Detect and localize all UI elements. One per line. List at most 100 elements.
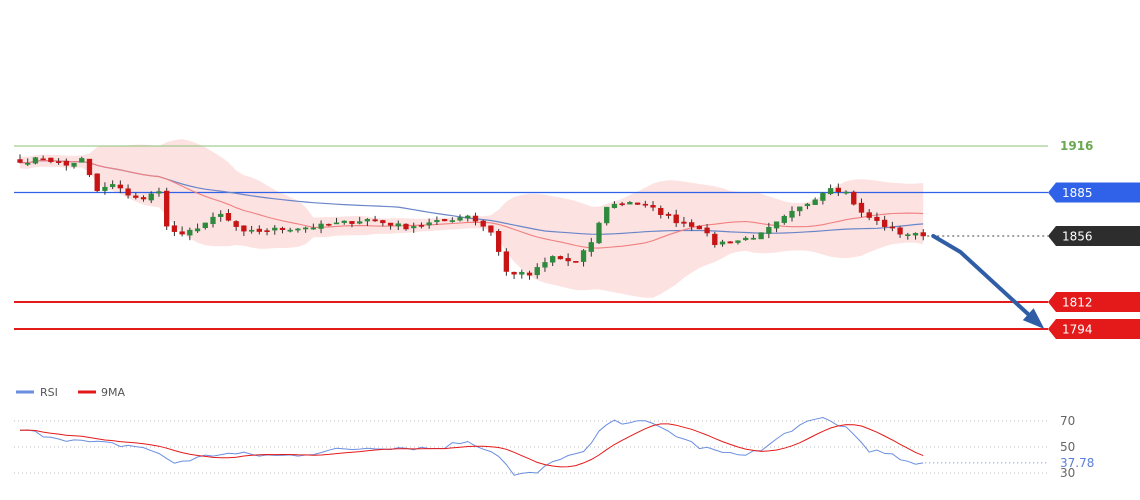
candle — [511, 271, 517, 280]
candle — [17, 154, 23, 164]
candle — [781, 214, 787, 225]
candle — [140, 195, 147, 202]
candle — [488, 225, 494, 236]
candle — [696, 225, 703, 230]
candle — [457, 214, 463, 222]
candle — [341, 220, 347, 225]
candle — [248, 225, 255, 234]
candle — [357, 216, 363, 225]
candle — [148, 191, 154, 204]
candle — [349, 221, 355, 228]
candle — [789, 206, 795, 222]
projection-line — [931, 234, 1042, 327]
1794-level-label: 1794 — [1062, 323, 1093, 337]
candle — [164, 187, 170, 230]
candle — [233, 220, 239, 231]
price-levels — [14, 145, 1048, 330]
1812-level-label: 1812 — [1062, 296, 1093, 310]
candle — [912, 232, 919, 240]
1856-level-badge: 1856 — [1048, 226, 1140, 246]
candle — [472, 212, 479, 226]
1885-level-label: 1885 — [1062, 186, 1093, 200]
candle — [503, 248, 510, 276]
candle — [905, 232, 911, 240]
candle — [171, 221, 178, 237]
candle — [881, 215, 888, 231]
candle — [557, 255, 564, 260]
candle — [117, 180, 124, 194]
candle — [364, 218, 371, 227]
projection-arrow — [931, 234, 1045, 330]
rsi-tick-50: 50 — [1060, 440, 1075, 454]
candle — [480, 219, 486, 232]
candle — [634, 202, 641, 205]
candle — [858, 198, 865, 217]
candle — [218, 210, 224, 222]
candle — [272, 225, 278, 235]
candle — [688, 219, 695, 231]
candle — [820, 192, 826, 205]
candle — [650, 201, 656, 212]
candle — [71, 162, 77, 169]
candle — [704, 224, 710, 237]
candle — [727, 241, 733, 244]
candle — [79, 156, 85, 163]
candle — [812, 197, 818, 205]
1885-level-badge: 1885 — [1048, 182, 1140, 203]
candle — [495, 229, 502, 256]
candle — [665, 212, 672, 219]
candle — [642, 200, 648, 208]
candle — [411, 222, 417, 233]
candle — [156, 187, 162, 197]
level-badges: 1916 1885 1856 1812 1794 — [1048, 139, 1140, 339]
rsi-current-label: 37.78 — [1060, 456, 1094, 470]
projection-arrowhead — [1022, 308, 1045, 330]
candle — [611, 201, 618, 209]
candle — [835, 183, 841, 197]
rsi-grid: 70 50 30 — [14, 414, 1075, 480]
candle — [225, 209, 232, 222]
candle — [526, 270, 533, 280]
candle — [804, 202, 811, 210]
1794-level-badge: 1794 — [1048, 319, 1140, 339]
candle — [673, 209, 679, 227]
candle — [94, 173, 100, 193]
candle — [326, 223, 332, 227]
candle — [619, 201, 625, 207]
candle — [580, 249, 587, 267]
candle — [48, 157, 54, 164]
candle — [773, 221, 780, 233]
candle — [32, 156, 39, 165]
candle — [588, 237, 594, 257]
candle — [264, 228, 270, 236]
candle — [843, 190, 849, 195]
rsi-tick-70: 70 — [1060, 414, 1075, 428]
candle — [874, 212, 880, 225]
candle — [743, 236, 749, 241]
candle — [758, 232, 764, 240]
candle — [40, 155, 46, 161]
moving-averages — [19, 159, 924, 249]
candle — [125, 184, 131, 199]
candle — [596, 221, 602, 244]
candle — [889, 221, 896, 232]
candle — [550, 255, 556, 267]
1916-level-label: 1916 — [1060, 139, 1093, 153]
candle — [241, 225, 247, 236]
candle — [719, 239, 726, 247]
candle — [86, 158, 93, 178]
rsi-line — [19, 416, 924, 476]
candle — [202, 222, 208, 230]
rsi-ma-line — [19, 423, 924, 468]
candlesticks — [17, 154, 926, 280]
candle — [187, 227, 193, 241]
candle — [387, 222, 394, 230]
ma-legend-label: 9MA — [101, 386, 125, 399]
candle — [441, 218, 448, 222]
1812-level-badge: 1812 — [1048, 292, 1140, 312]
candle — [102, 182, 108, 195]
candle — [534, 263, 540, 279]
candle — [63, 158, 69, 171]
